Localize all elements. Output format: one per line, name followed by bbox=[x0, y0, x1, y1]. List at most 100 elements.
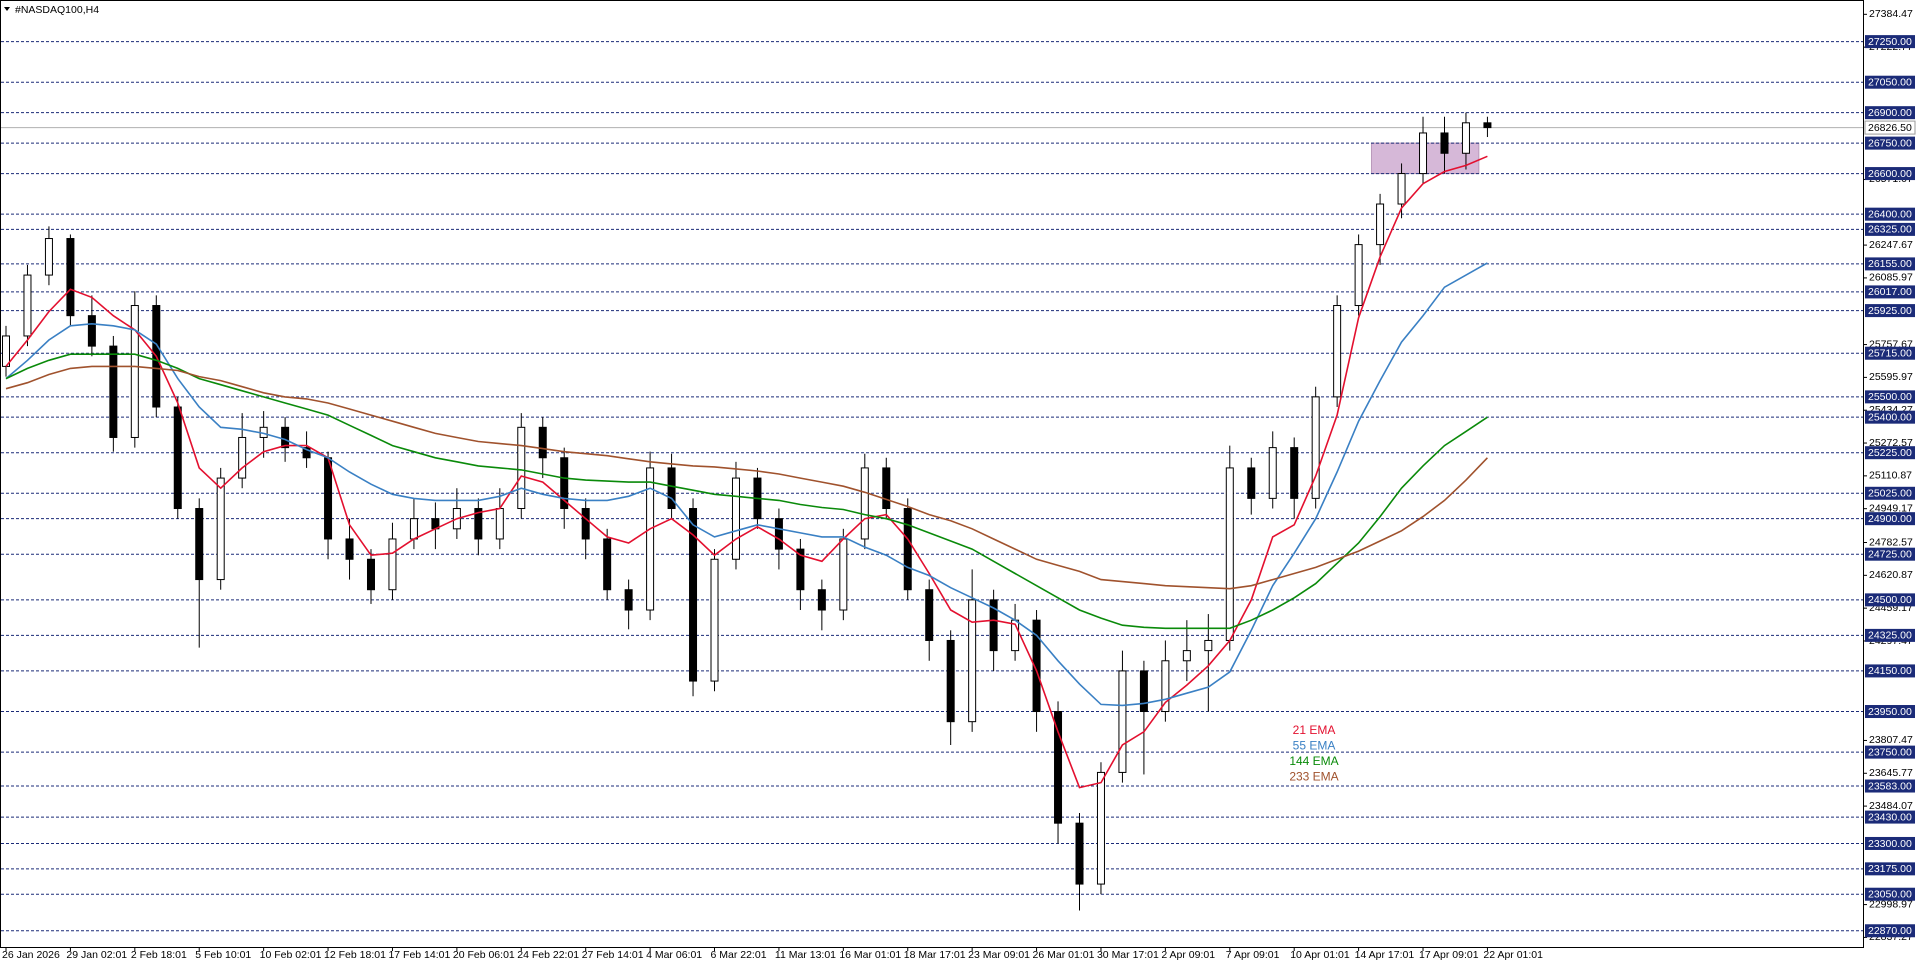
level-label: 25500.00 bbox=[1868, 391, 1912, 403]
candle-body bbox=[173, 406, 182, 510]
level-label-box bbox=[1865, 664, 1915, 678]
candle-body bbox=[1054, 711, 1063, 824]
candle-body bbox=[1268, 447, 1277, 499]
candle-body bbox=[581, 508, 590, 540]
candle-body bbox=[925, 589, 934, 641]
candle-body bbox=[366, 558, 375, 591]
x-tick-label: 17 Apr 09:01 bbox=[1419, 949, 1479, 961]
candle-body bbox=[109, 345, 118, 438]
candle-body bbox=[409, 518, 418, 540]
x-tick-label: 7 Apr 09:01 bbox=[1226, 949, 1280, 961]
y-tick-label: 26085.97 bbox=[1869, 272, 1913, 284]
level-label: 26155.00 bbox=[1868, 258, 1912, 270]
level-label-box bbox=[1865, 106, 1915, 120]
level-label-box bbox=[1865, 222, 1915, 236]
candle-body bbox=[195, 508, 204, 581]
candle-body bbox=[302, 447, 311, 459]
candle-body bbox=[281, 426, 290, 449]
ema-line bbox=[5, 262, 1488, 707]
level-label-box bbox=[1865, 705, 1915, 719]
level-label: 24900.00 bbox=[1868, 513, 1912, 525]
candle-body bbox=[1397, 173, 1406, 205]
candle-body bbox=[1139, 670, 1148, 713]
candle-body bbox=[474, 508, 483, 540]
candle-body bbox=[2, 335, 10, 367]
y-tick-label: 23484.07 bbox=[1869, 800, 1913, 812]
candle-body bbox=[1182, 650, 1191, 662]
current-price-label: 26826.50 bbox=[1868, 122, 1912, 134]
y-tick-label: 24949.17 bbox=[1869, 502, 1913, 514]
candle-body bbox=[731, 477, 740, 560]
candle-body bbox=[624, 589, 633, 611]
level-label-box bbox=[1865, 628, 1915, 642]
candle-body bbox=[388, 538, 397, 591]
plot-frame bbox=[0, 0, 1864, 948]
level-label: 25715.00 bbox=[1868, 348, 1912, 360]
x-tick-label: 5 Feb 10:01 bbox=[195, 949, 251, 961]
candle-body bbox=[989, 599, 998, 652]
level-label-box bbox=[1865, 486, 1915, 500]
level-label-box bbox=[1865, 167, 1915, 181]
candle-body bbox=[87, 315, 96, 347]
candle-body bbox=[1440, 132, 1449, 154]
level-label: 26400.00 bbox=[1868, 208, 1912, 220]
level-label-box bbox=[1865, 512, 1915, 526]
x-tick-label: 4 Mar 06:01 bbox=[646, 949, 702, 961]
candle-body bbox=[968, 599, 977, 723]
candle-body bbox=[796, 548, 805, 591]
level-label-box bbox=[1865, 779, 1915, 793]
candle-body bbox=[238, 436, 247, 479]
candle-body bbox=[1376, 203, 1385, 246]
candle-body bbox=[603, 538, 612, 591]
level-label: 23300.00 bbox=[1868, 838, 1912, 850]
candle-body bbox=[903, 508, 912, 591]
level-label-box bbox=[1865, 35, 1915, 49]
level-label: 24150.00 bbox=[1868, 665, 1912, 677]
level-label-box bbox=[1865, 446, 1915, 460]
x-tick-label: 10 Apr 01:01 bbox=[1290, 949, 1350, 961]
level-label: 23950.00 bbox=[1868, 706, 1912, 718]
y-tick-label: 25595.97 bbox=[1869, 371, 1913, 383]
y-tick-label: 23807.47 bbox=[1869, 734, 1913, 746]
level-label-box bbox=[1865, 410, 1915, 424]
candle-body bbox=[538, 426, 547, 459]
current-price-box bbox=[1864, 120, 1916, 135]
candle-body bbox=[710, 558, 719, 682]
candle-body bbox=[495, 508, 504, 540]
x-tick-label: 22 Apr 01:01 bbox=[1483, 949, 1543, 961]
ema-line bbox=[5, 353, 1488, 630]
level-label-box bbox=[1865, 547, 1915, 561]
candle-body bbox=[324, 457, 333, 540]
y-tick-label: 24620.87 bbox=[1869, 569, 1913, 581]
candle-body bbox=[1483, 122, 1492, 129]
legend-label: 233 EMA bbox=[1289, 770, 1338, 784]
candle-body bbox=[1075, 822, 1084, 885]
level-label-box bbox=[1865, 887, 1915, 901]
level-label: 26750.00 bbox=[1868, 137, 1912, 149]
x-tick-label: 17 Feb 14:01 bbox=[388, 949, 450, 961]
candle-body bbox=[66, 238, 75, 317]
candle-body bbox=[517, 426, 526, 510]
level-label: 24325.00 bbox=[1868, 630, 1912, 642]
level-label-box bbox=[1865, 836, 1915, 850]
level-label: 25025.00 bbox=[1868, 488, 1912, 500]
ema-line bbox=[5, 155, 1488, 789]
level-label-box bbox=[1865, 257, 1915, 271]
x-tick-label: 11 Mar 13:01 bbox=[775, 949, 836, 961]
level-label: 25925.00 bbox=[1868, 305, 1912, 317]
x-tick-label: 12 Feb 18:01 bbox=[324, 949, 386, 961]
level-label-box bbox=[1865, 285, 1915, 299]
candle-body bbox=[646, 467, 655, 611]
x-tick-label: 26 Mar 01:01 bbox=[1033, 949, 1095, 961]
y-tick-label: 26247.67 bbox=[1869, 239, 1913, 251]
x-tick-label: 23 Mar 09:01 bbox=[968, 949, 1030, 961]
level-label: 23175.00 bbox=[1868, 863, 1912, 875]
level-label: 24500.00 bbox=[1868, 594, 1912, 606]
x-tick-label: 2 Feb 18:01 bbox=[131, 949, 187, 961]
level-label-box bbox=[1865, 390, 1915, 404]
level-label-box bbox=[1865, 136, 1915, 150]
level-label: 23050.00 bbox=[1868, 889, 1912, 901]
level-label: 27050.00 bbox=[1868, 76, 1912, 88]
x-tick-label: 26 Jan 2026 bbox=[2, 949, 60, 961]
legend-label: 55 EMA bbox=[1293, 739, 1336, 753]
